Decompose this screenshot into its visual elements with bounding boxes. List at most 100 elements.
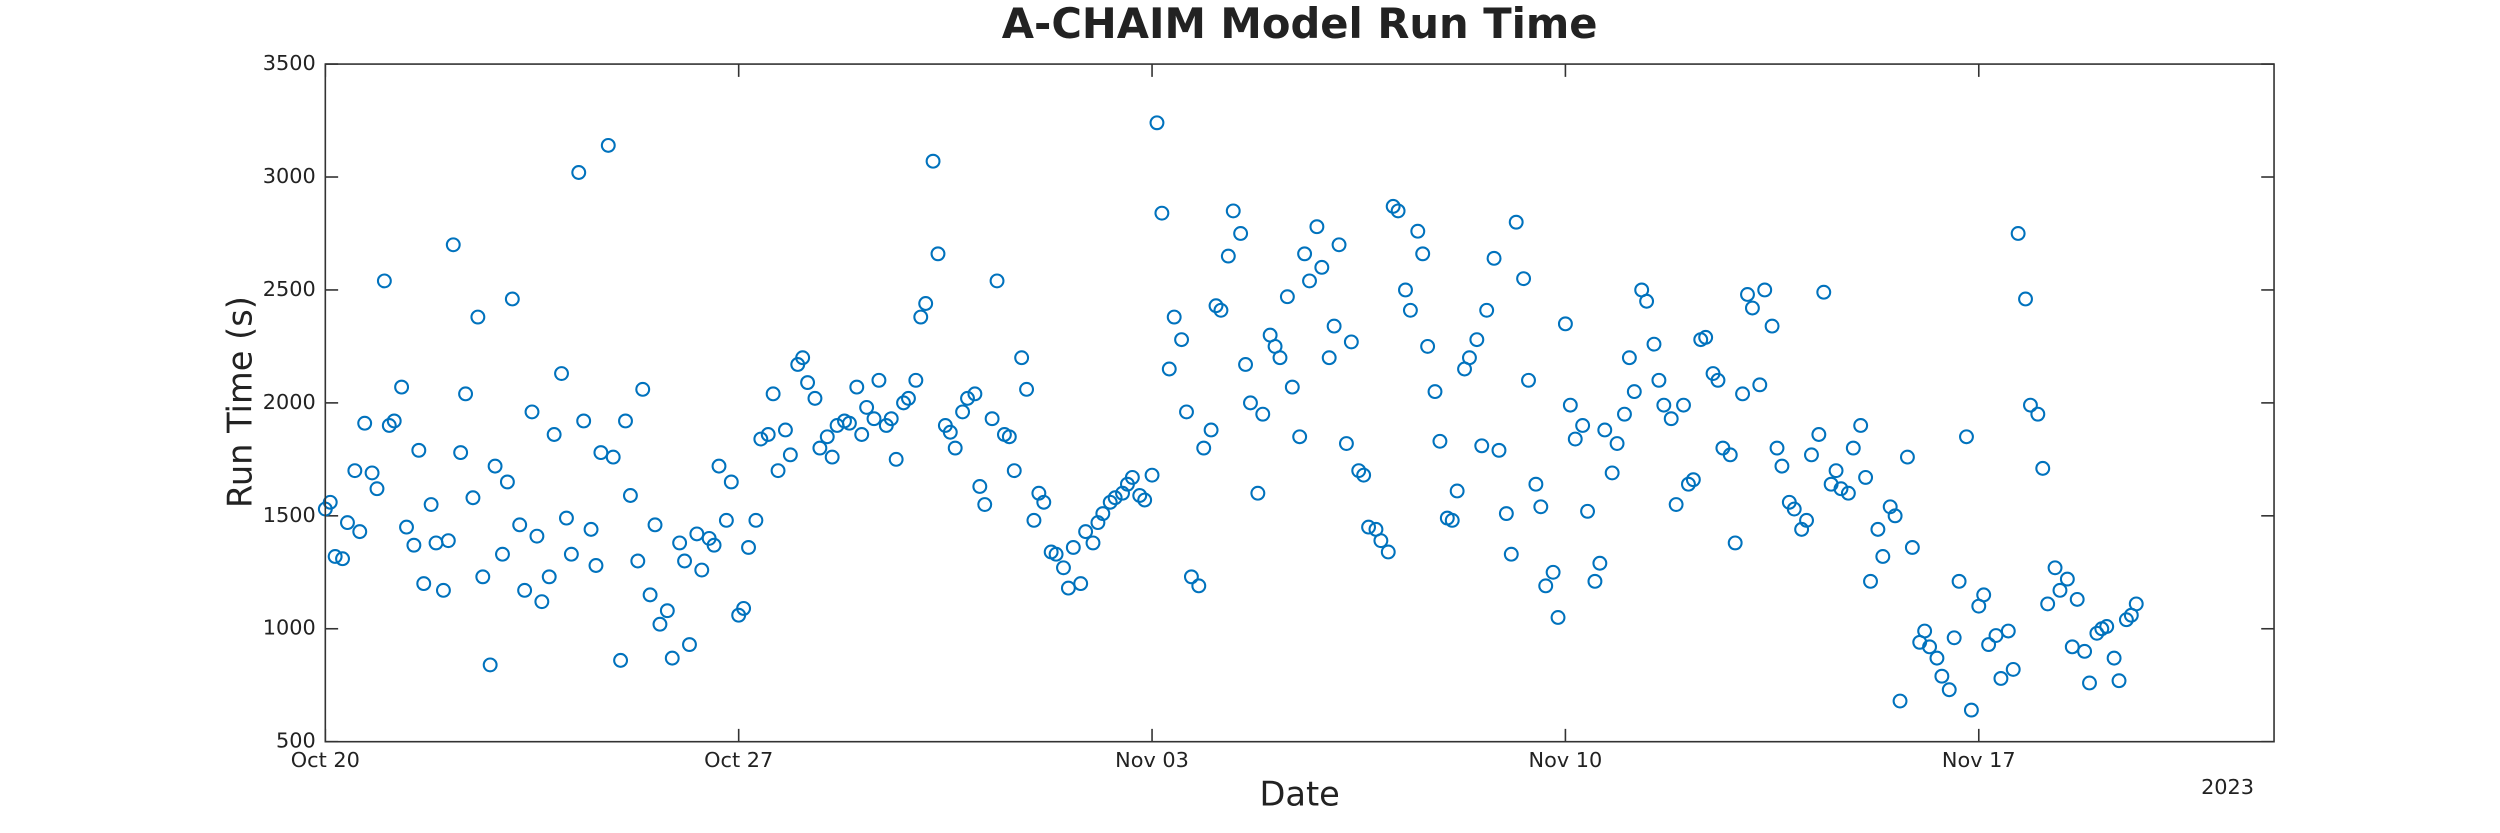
y-tick-label: 1500 (263, 503, 316, 527)
chart-title: A-CHAIM Model Run Time (1002, 0, 1598, 48)
data-point (1402, 302, 1418, 318)
data-point (1469, 332, 1485, 348)
data-point (399, 519, 414, 535)
data-point (1853, 418, 1869, 433)
data-point (1449, 483, 1465, 499)
data-point (664, 650, 680, 666)
data-point (908, 372, 924, 388)
data-point (635, 381, 651, 397)
data-point (453, 445, 469, 461)
data-point (440, 533, 456, 549)
data-point (677, 553, 693, 569)
data-point (2000, 623, 2016, 639)
data-point (1107, 490, 1123, 506)
data-point (1828, 463, 1844, 479)
data-point (465, 490, 481, 506)
data-point (534, 594, 550, 610)
data-point (1048, 546, 1064, 562)
data-point (1592, 555, 1608, 571)
plot-frame (324, 63, 2275, 743)
data-point (765, 386, 781, 402)
data-point (406, 537, 422, 553)
data-point (1161, 361, 1177, 377)
data-point (2005, 661, 2021, 677)
data-point (1863, 573, 1878, 589)
data-point (2128, 596, 2144, 612)
data-point (1420, 338, 1436, 354)
data-point (1764, 318, 1780, 334)
data-point (470, 309, 486, 325)
data-point (2059, 571, 2075, 587)
data-point (1250, 485, 1266, 501)
data-point (1545, 564, 1561, 580)
data-point (1676, 397, 1691, 413)
data-point (517, 582, 533, 598)
data-point (1833, 481, 1849, 497)
data-point (711, 458, 727, 474)
data-point (1154, 205, 1170, 221)
data-point (1380, 544, 1396, 560)
data-point (1095, 506, 1111, 522)
data-point (1255, 406, 1271, 422)
data-point (748, 512, 764, 528)
data-point (1498, 506, 1514, 522)
data-point (1959, 429, 1974, 445)
data-point (499, 474, 515, 490)
data-point (1557, 316, 1573, 332)
data-point (1006, 463, 1022, 479)
data-point (1390, 203, 1406, 219)
data-point (1786, 501, 1802, 517)
data-point (435, 582, 451, 598)
data-point (583, 521, 599, 537)
data-point (1338, 436, 1354, 451)
data-point (694, 562, 710, 578)
data-point (1904, 539, 1920, 555)
data-point (386, 413, 402, 429)
data-point (1993, 670, 2009, 686)
data-point (2111, 673, 2127, 689)
data-point (1491, 442, 1507, 458)
data-point (913, 309, 929, 325)
data-point (2022, 397, 2038, 413)
data-point (947, 440, 963, 456)
data-point (1036, 494, 1052, 510)
data-point (942, 424, 958, 440)
data-point (782, 447, 798, 463)
data-point (613, 652, 629, 668)
x-tick-label: Nov 17 (1942, 748, 2016, 772)
data-point (1735, 386, 1751, 402)
data-point (1639, 293, 1655, 309)
data-point (1238, 357, 1254, 372)
data-point (487, 458, 503, 474)
data-point (458, 386, 474, 402)
data-point (1646, 336, 1662, 352)
data-point (1621, 350, 1637, 366)
data-point (1208, 298, 1224, 314)
data-point (2035, 460, 2051, 476)
data-point (1538, 578, 1554, 594)
data-point (1727, 535, 1743, 551)
data-point (1166, 309, 1182, 325)
data-point (901, 390, 916, 406)
data-point (1174, 332, 1190, 348)
data-point (1710, 372, 1726, 388)
data-point (1757, 282, 1773, 298)
data-point (1213, 302, 1229, 318)
x-tick-label: Oct 27 (704, 748, 773, 772)
data-point (1179, 404, 1194, 420)
data-point (1858, 469, 1874, 485)
data-point (1668, 497, 1684, 512)
x-offset-label: 2023 (2201, 775, 2254, 799)
data-point (1769, 440, 1785, 456)
data-point (1575, 418, 1591, 433)
data-point (622, 488, 638, 503)
data-point (475, 569, 491, 585)
data-point (871, 372, 887, 388)
data-point (1550, 610, 1566, 625)
data-point (2069, 591, 2085, 607)
data-point (1137, 492, 1153, 508)
data-point (925, 153, 941, 169)
data-point (647, 517, 663, 533)
data-point (1385, 198, 1401, 214)
